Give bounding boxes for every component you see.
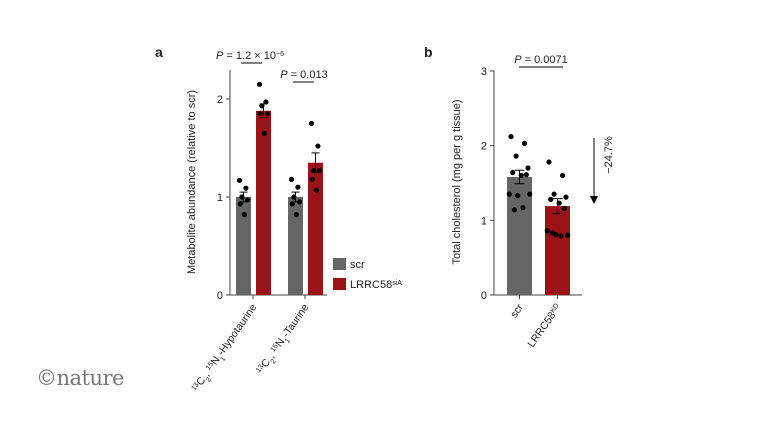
percent-change: −24.7%: [603, 136, 615, 174]
data-point: [296, 199, 303, 205]
data-point: [556, 200, 562, 206]
data-point: [308, 120, 315, 127]
data-point: [523, 172, 529, 178]
y-tick-label-a: 2: [217, 94, 223, 106]
y-tick-label-b: 3: [481, 66, 487, 78]
data-point: [520, 205, 526, 211]
data-point: [243, 185, 249, 191]
data-point: [558, 233, 564, 239]
y-axis-label-a: Metabolite abundance (relative to scr): [186, 90, 198, 274]
data-point: [311, 167, 317, 174]
nature-logo: ©nature: [36, 366, 124, 390]
data-point: [239, 194, 245, 200]
data-point: [506, 191, 512, 197]
legend-label: LRRC58siA: [350, 279, 402, 291]
bar: [256, 110, 271, 295]
data-point: [549, 230, 556, 236]
data-point: [560, 172, 566, 179]
data-point: [295, 184, 301, 190]
data-point: [518, 172, 524, 179]
data-point: [256, 81, 263, 87]
y-tick-label-a: 1: [217, 192, 223, 204]
data-point: [315, 143, 321, 149]
data-point: [515, 193, 521, 199]
bar: [545, 206, 570, 295]
x-tick-label-b: LRRC58KD: [525, 302, 564, 350]
data-point: [563, 194, 569, 200]
legend-label: scr: [350, 259, 365, 271]
data-point: [522, 140, 528, 146]
x-tick-label-b: scr: [508, 301, 526, 320]
data-point: [313, 187, 319, 193]
arrow-head-icon: [590, 196, 598, 204]
data-point: [264, 111, 271, 117]
data-point: [289, 201, 295, 207]
data-point: [309, 176, 315, 182]
data-point: [244, 197, 251, 203]
data-point: [316, 167, 323, 174]
legend-swatch: [333, 258, 346, 270]
data-point: [510, 169, 516, 176]
p-value-a1: P = 1.2 × 10−6: [216, 50, 284, 62]
y-tick-label-b: 1: [481, 215, 487, 227]
data-point: [291, 194, 297, 200]
y-axis-label-b: Total cholesterol (mg per g tissue): [451, 99, 463, 264]
p-value-b: P = 0.0071: [514, 54, 568, 66]
data-point: [236, 177, 243, 183]
data-point: [511, 207, 517, 213]
p-value-a2: P = 0.013: [280, 69, 327, 81]
data-point: [288, 176, 295, 182]
data-point: [544, 228, 550, 234]
y-tick-label-b: 0: [481, 290, 487, 302]
data-point: [548, 196, 554, 202]
data-point: [257, 111, 263, 117]
data-point: [513, 153, 519, 159]
data-point: [261, 130, 267, 136]
data-point: [241, 212, 247, 218]
data-point: [259, 103, 265, 109]
data-point: [293, 212, 299, 218]
data-point: [561, 205, 567, 211]
data-point: [508, 134, 514, 140]
y-tick-label-a: 0: [217, 290, 223, 302]
panel-label-a: a: [155, 44, 163, 60]
data-point: [551, 191, 557, 197]
legend-swatch: [333, 278, 346, 290]
bar: [288, 197, 303, 295]
data-point: [263, 99, 269, 105]
bar: [308, 162, 323, 295]
x-tick-label-a: 13C2, 15N1-Taurine: [254, 302, 313, 378]
y-tick-label-b: 2: [481, 141, 487, 153]
data-point: [546, 159, 552, 165]
data-point: [565, 232, 571, 238]
x-tick-label-a: 13C2, 15N1-Hypotaurine: [190, 302, 262, 396]
data-point: [525, 165, 531, 171]
data-point: [237, 201, 243, 207]
bar: [236, 197, 251, 295]
panel-label-b: b: [424, 44, 433, 60]
data-point: [527, 191, 533, 197]
